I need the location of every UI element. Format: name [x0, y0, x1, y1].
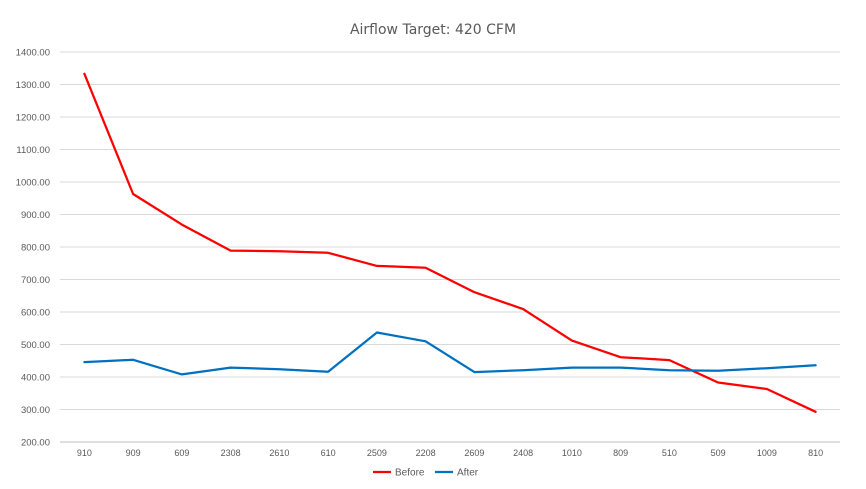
y-tick-label: 900.00 — [21, 210, 50, 221]
x-tick-label: 810 — [808, 448, 823, 458]
x-tick-label: 1010 — [562, 448, 582, 458]
x-tick-label: 2610 — [269, 448, 289, 458]
x-tick-label: 910 — [77, 448, 92, 458]
y-tick-label: 800.00 — [21, 243, 50, 254]
y-tick-label: 1400.00 — [16, 48, 50, 59]
x-tick-label: 2408 — [513, 448, 533, 458]
x-tick-label: 809 — [613, 448, 628, 458]
y-tick-label: 200.00 — [21, 438, 50, 449]
y-tick-label: 1000.00 — [16, 178, 50, 189]
y-tick-label: 1200.00 — [16, 113, 50, 124]
x-tick-label: 909 — [126, 448, 141, 458]
y-tick-label: 1100.00 — [16, 145, 50, 156]
y-tick-label: 300.00 — [21, 405, 50, 416]
x-tick-label: 510 — [662, 448, 677, 458]
y-tick-label: 1300.00 — [16, 80, 50, 91]
x-tick-label: 509 — [711, 448, 726, 458]
y-tick-label: 400.00 — [21, 373, 50, 384]
y-tick-label: 600.00 — [21, 308, 50, 319]
x-tick-label: 2509 — [367, 448, 387, 458]
x-tick-label: 1009 — [757, 448, 777, 458]
legend-label-before: Before — [395, 468, 425, 479]
x-tick-label: 610 — [321, 448, 336, 458]
x-tick-label: 2308 — [221, 448, 241, 458]
x-tick-label: 2208 — [416, 448, 436, 458]
y-tick-label: 700.00 — [21, 275, 50, 286]
x-tick-label: 609 — [174, 448, 189, 458]
legend-label-after: After — [457, 468, 479, 479]
series-line-before — [83, 72, 817, 413]
chart-title: Airflow Target: 420 CFM — [349, 22, 517, 38]
x-tick-label: 2609 — [464, 448, 484, 458]
y-tick-label: 500.00 — [21, 340, 50, 351]
series-line-after — [83, 331, 817, 376]
